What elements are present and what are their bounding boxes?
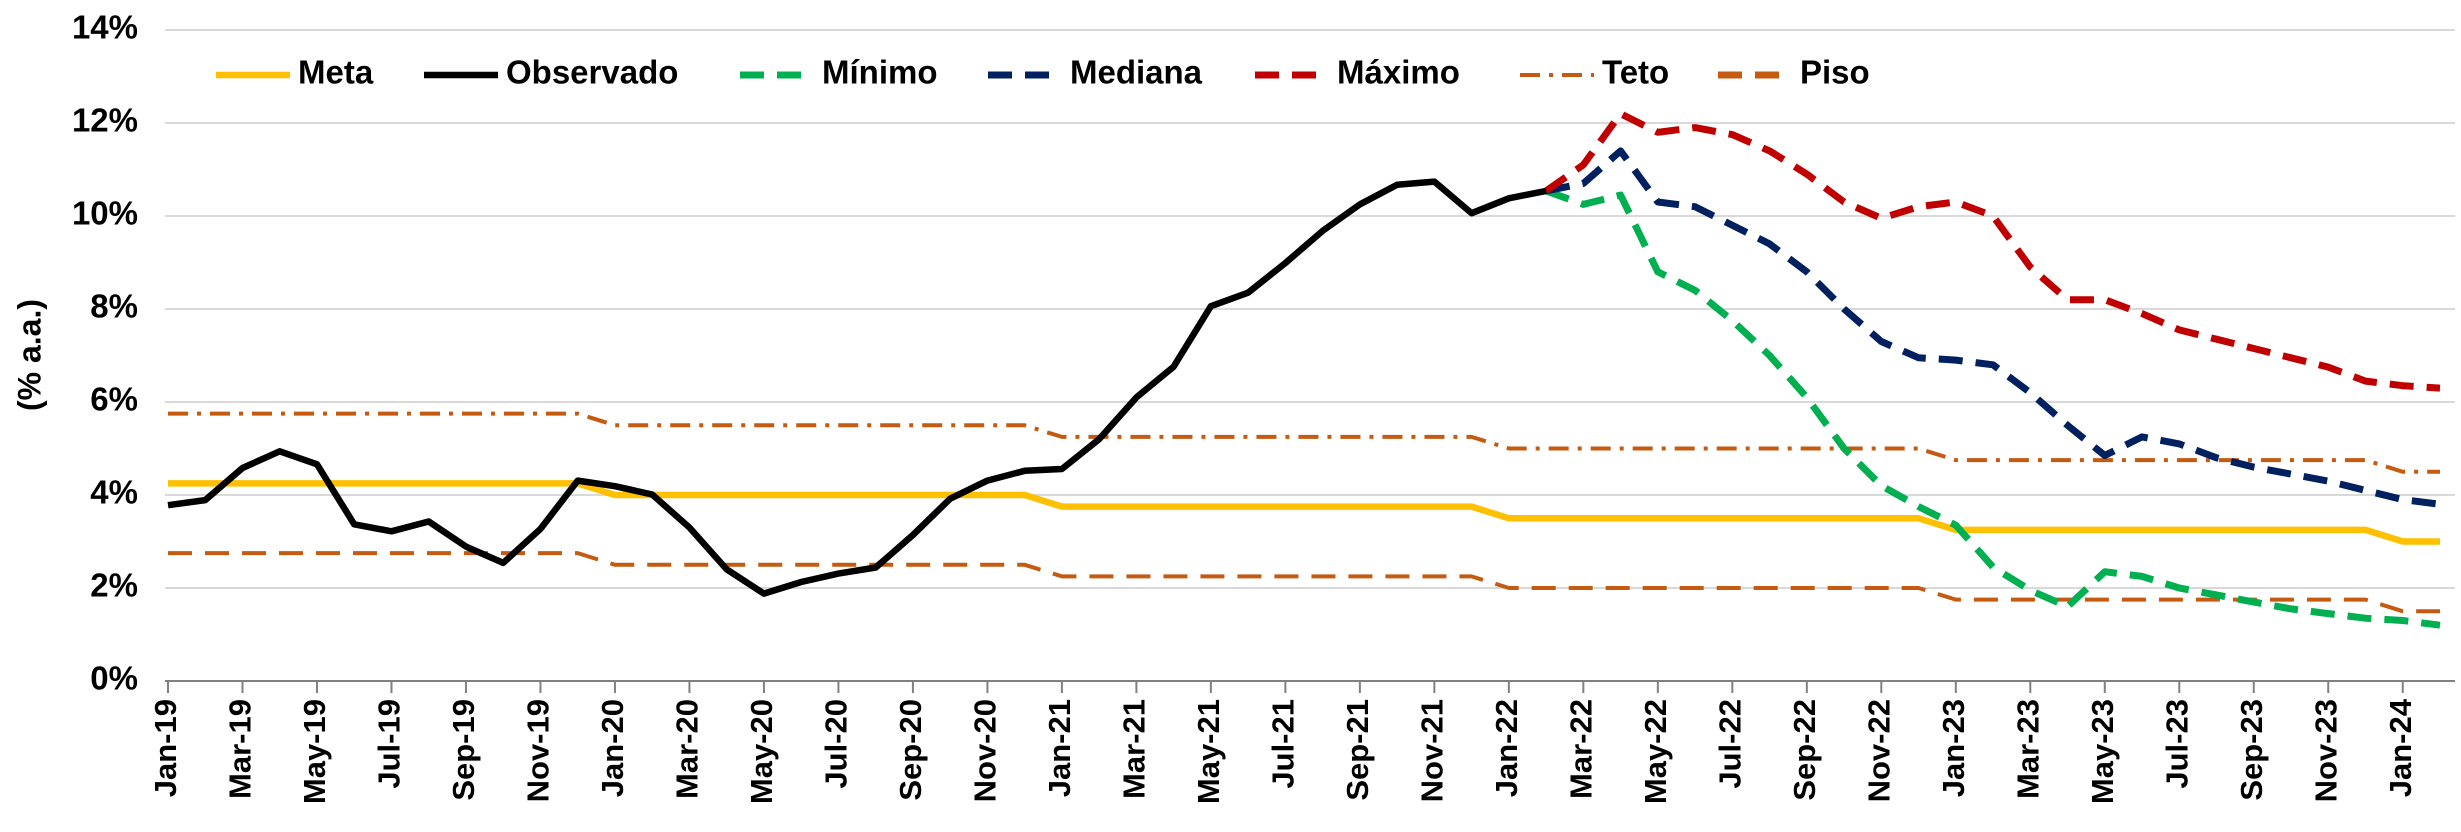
x-tick-label: Jan-24 — [2383, 698, 2418, 797]
x-tick-label: May-21 — [1191, 699, 1226, 804]
legend-label: Máximo — [1337, 54, 1460, 91]
x-tick-label: Jul-19 — [372, 699, 407, 789]
series-line — [1544, 187, 2441, 629]
legend-label: Teto — [1602, 54, 1669, 91]
y-tick-label: 0% — [90, 660, 138, 697]
y-tick-label: 8% — [90, 288, 138, 325]
series-line — [1545, 147, 2441, 508]
x-tick-label: May-23 — [2085, 699, 2120, 804]
legend-label: Mínimo — [822, 54, 937, 91]
x-tick-label: Mar-23 — [2010, 699, 2045, 799]
y-tick-label: 2% — [90, 567, 138, 604]
y-tick-label: 12% — [72, 102, 138, 139]
x-tick-label: Mar-21 — [1117, 699, 1152, 799]
y-tick-label: 6% — [90, 381, 138, 418]
x-tick-label: Sep-21 — [1340, 699, 1375, 801]
y-axis-label: (% a.a.) — [11, 299, 47, 411]
x-tick-label: Nov-22 — [1861, 699, 1896, 802]
x-tick-label: Nov-19 — [521, 699, 556, 802]
x-tick-label: Sep-19 — [446, 699, 481, 801]
x-tick-label: Mar-22 — [1564, 699, 1599, 799]
legend-label: Mediana — [1070, 54, 1203, 91]
x-tick-label: Jan-22 — [1489, 699, 1524, 797]
x-tick-label: Sep-23 — [2234, 699, 2269, 801]
y-tick-label: 10% — [72, 195, 138, 232]
x-tick-label: Mar-19 — [223, 699, 258, 799]
series-line — [168, 480, 2440, 545]
series-line — [1544, 110, 2441, 392]
legend-label: Observado — [506, 54, 678, 91]
x-tick-label: Nov-20 — [968, 699, 1003, 802]
x-tick-label: Jul-20 — [819, 699, 854, 789]
x-tick-label: Nov-21 — [1415, 699, 1450, 802]
x-tick-label: Jan-21 — [1042, 699, 1077, 797]
x-tick-label: Jan-23 — [1936, 699, 1971, 797]
x-tick-label: Sep-22 — [1787, 699, 1822, 801]
legend-label: Meta — [298, 54, 374, 91]
x-tick-label: Sep-20 — [893, 699, 928, 801]
x-tick-label: Jul-21 — [1266, 699, 1301, 789]
x-tick-label: Mar-20 — [670, 699, 705, 799]
x-tick-label: Jul-23 — [2159, 699, 2194, 789]
series-line — [167, 178, 1547, 597]
x-tick-label: May-19 — [297, 699, 332, 804]
y-tick-label: 4% — [90, 474, 138, 511]
x-tick-label: Jan-19 — [148, 699, 183, 797]
legend-label: Piso — [1800, 54, 1870, 91]
series-line — [168, 551, 2440, 614]
series-line — [168, 411, 2440, 474]
y-tick-label: 14% — [72, 9, 138, 46]
x-tick-label: Jan-20 — [595, 699, 630, 797]
x-tick-label: Jul-22 — [1713, 699, 1748, 789]
x-tick-label: May-20 — [744, 699, 779, 804]
x-tick-label: Nov-23 — [2308, 699, 2343, 802]
x-tick-label: May-22 — [1638, 699, 1673, 804]
